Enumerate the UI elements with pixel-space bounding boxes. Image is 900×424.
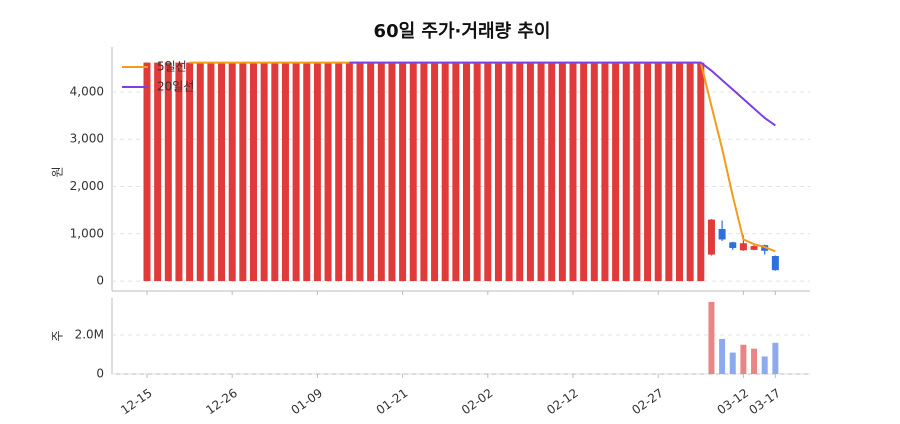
candle-body — [633, 62, 641, 282]
candle-body — [526, 62, 534, 282]
x-tick-label: 12-26 — [203, 386, 240, 417]
y-tick-label: 2,000 — [70, 179, 104, 193]
y-tick-label: 1,000 — [70, 226, 104, 240]
candle-body — [292, 62, 300, 282]
candle-body — [558, 62, 566, 282]
candle-body — [431, 62, 439, 282]
x-tick-label: 03-12 — [715, 386, 752, 417]
candle-body — [164, 62, 172, 282]
candle-body — [601, 62, 609, 282]
candle-body — [388, 62, 396, 282]
candle-body — [718, 229, 726, 240]
legend-label: 20일선 — [157, 80, 194, 94]
y-axis-label: 원 — [51, 166, 65, 177]
candle-body — [729, 242, 737, 248]
candle-body — [548, 62, 556, 282]
x-tick-label: 02-12 — [544, 386, 581, 417]
candle-body — [676, 62, 683, 282]
candle-body — [644, 62, 652, 282]
candle-body — [324, 62, 332, 282]
chart-title: 60일 주가·거래량 추이 — [374, 21, 551, 42]
moving-average-line — [349, 61, 776, 127]
candle-body — [505, 62, 513, 282]
candle-body — [367, 62, 375, 282]
candle-body — [409, 62, 417, 282]
candle-body — [154, 62, 162, 282]
candle-body — [239, 62, 247, 282]
volume-bar — [740, 344, 747, 374]
x-tick-label: 02-02 — [459, 386, 496, 417]
candle-body — [175, 62, 183, 282]
candle-body — [771, 256, 779, 271]
volume-bar — [708, 301, 715, 374]
candle-body — [313, 62, 321, 282]
candle-body — [420, 62, 428, 282]
candle-body — [196, 62, 204, 282]
candle-body — [452, 62, 460, 282]
volume-tick-label: 0 — [96, 367, 104, 381]
candle-body — [441, 62, 449, 282]
candle-body — [686, 62, 694, 282]
candle-body — [473, 62, 481, 282]
y-tick-label: 4,000 — [70, 84, 104, 98]
candle-body — [303, 62, 311, 282]
volume-bar — [729, 352, 736, 374]
volume-bar — [772, 342, 779, 374]
x-tick-label: 02-27 — [629, 386, 666, 417]
candle-body — [580, 62, 588, 282]
candle-body — [516, 62, 524, 282]
y-tick-label: 0 — [96, 274, 104, 288]
y-tick-label: 3,000 — [70, 132, 104, 146]
candle-body — [654, 62, 662, 282]
volume-bar — [751, 348, 758, 374]
candle-body — [622, 62, 630, 282]
candle-body — [281, 62, 289, 282]
volume-bar — [761, 356, 768, 374]
candle-body — [377, 62, 385, 282]
candle-body — [750, 246, 758, 250]
candle-body — [537, 62, 545, 282]
candle-body — [707, 219, 715, 255]
x-tick-label: 01-09 — [289, 386, 326, 417]
candle-body — [260, 62, 268, 282]
candle-body — [186, 62, 194, 282]
x-tick-label: 01-21 — [374, 386, 411, 417]
candle-body — [271, 62, 279, 282]
candle-body — [228, 62, 236, 282]
candle-body — [484, 62, 492, 282]
candle-body — [335, 62, 343, 282]
candle-body — [207, 62, 215, 282]
volume-tick-label: 2.0M — [75, 328, 104, 342]
legend-label: 5일선 — [157, 60, 187, 74]
x-tick-label: 12-15 — [118, 386, 155, 417]
candle-body — [356, 62, 364, 282]
candle-body — [494, 62, 502, 282]
candle-body — [143, 62, 151, 282]
candle-body — [665, 62, 673, 282]
candle-body — [345, 62, 353, 282]
candle-body — [739, 243, 747, 251]
candle-body — [590, 62, 598, 282]
x-tick-label: 03-17 — [746, 386, 783, 417]
candle-body — [463, 62, 470, 282]
candle-body — [697, 62, 705, 282]
candle-body — [218, 62, 226, 282]
candle-body — [612, 62, 620, 282]
volume-bar — [719, 338, 726, 374]
candle-body — [399, 62, 407, 282]
candle-body — [250, 62, 257, 282]
volume-axis-label: 주 — [51, 330, 65, 341]
candle-body — [569, 62, 577, 282]
